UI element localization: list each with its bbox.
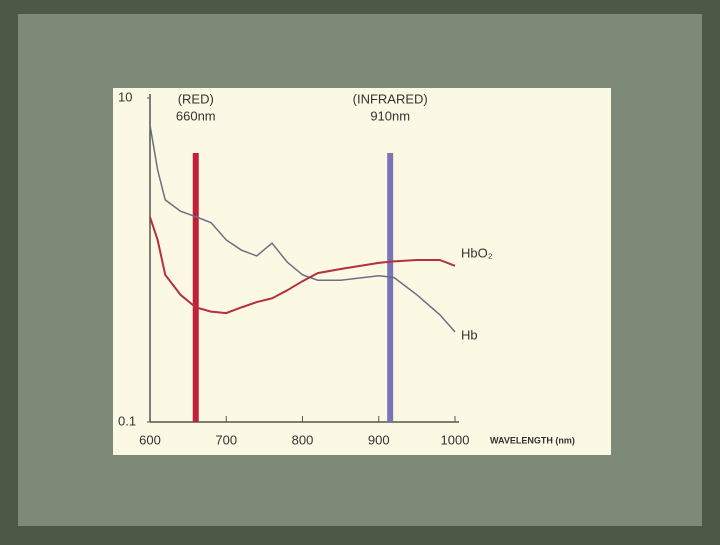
marker-label: (INFRARED) <box>353 91 428 106</box>
y-tick-label: 0.1 <box>118 413 136 428</box>
marker-sublabel: 910nm <box>370 108 410 123</box>
x-tick-label: 900 <box>368 432 390 447</box>
y-tick-label: 10 <box>118 89 132 104</box>
x-tick-label: 700 <box>215 432 237 447</box>
wavelength-marker <box>192 153 199 422</box>
x-tick-label: 800 <box>292 432 314 447</box>
x-tick-label: 600 <box>139 432 161 447</box>
series-label: HbO₂ <box>461 245 493 260</box>
marker-sublabel: 660nm <box>176 108 216 123</box>
wavelength-marker <box>387 153 394 422</box>
series-line <box>149 125 456 333</box>
x-axis-label: WAVELENGTH (nm) <box>490 435 575 445</box>
x-tick-label: 1000 <box>441 432 470 447</box>
chart-background <box>113 88 611 455</box>
series-line <box>149 216 456 315</box>
marker-label: (RED) <box>178 91 214 106</box>
series-label: Hb <box>461 327 478 342</box>
